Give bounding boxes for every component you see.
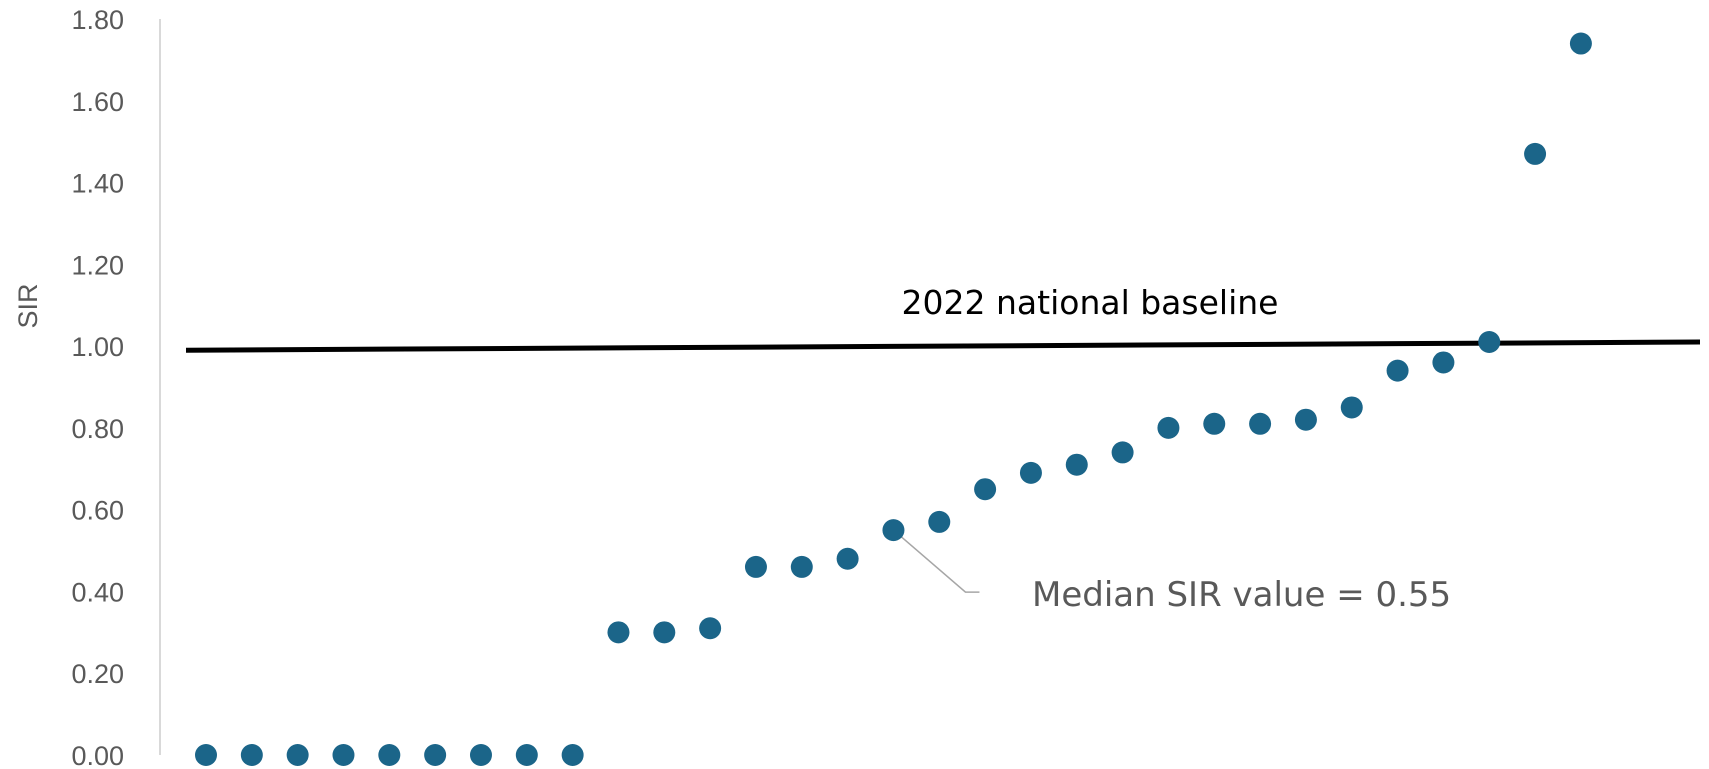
data-point bbox=[1569, 32, 1592, 55]
data-point bbox=[1478, 331, 1501, 354]
data-points bbox=[195, 32, 1592, 766]
data-point bbox=[561, 744, 584, 766]
data-point bbox=[378, 744, 401, 766]
data-point bbox=[1065, 453, 1088, 476]
data-point bbox=[240, 744, 263, 766]
data-point bbox=[882, 519, 905, 542]
data-point bbox=[424, 744, 447, 766]
data-point bbox=[1157, 416, 1180, 439]
data-point bbox=[744, 555, 767, 578]
y-tick-label: 0.00 bbox=[71, 741, 124, 769]
y-tick-label: 0.40 bbox=[71, 577, 124, 607]
data-point bbox=[699, 617, 722, 640]
data-point bbox=[515, 744, 538, 766]
y-tick-label: 1.00 bbox=[71, 332, 124, 362]
data-point bbox=[974, 478, 997, 501]
y-tick-label: 1.60 bbox=[71, 87, 124, 117]
data-point bbox=[1249, 412, 1272, 435]
data-point bbox=[607, 621, 630, 644]
data-point bbox=[1294, 408, 1317, 431]
y-axis-label: SIR bbox=[13, 283, 43, 328]
y-tick-label: 1.80 bbox=[71, 5, 124, 35]
data-point bbox=[1386, 359, 1409, 382]
data-point bbox=[1111, 441, 1134, 464]
data-point bbox=[195, 744, 217, 766]
data-point bbox=[836, 547, 859, 570]
y-tick-label: 1.40 bbox=[71, 169, 124, 199]
y-axis-tick-labels: 0.00 0.20 0.40 0.60 0.80 1.00 1.20 1.40 1.60 1.80 bbox=[71, 5, 124, 769]
national-baseline-line bbox=[185, 339, 1701, 353]
data-point bbox=[469, 744, 492, 766]
data-point bbox=[286, 744, 309, 766]
y-tick-label: 0.80 bbox=[71, 414, 124, 444]
median-annotation-label: Median SIR value = 0.55 bbox=[1032, 575, 1451, 615]
median-annotation-leader-line bbox=[892, 529, 980, 593]
data-point bbox=[790, 555, 813, 578]
data-point bbox=[1203, 412, 1226, 435]
y-tick-label: 0.60 bbox=[71, 496, 124, 526]
national-baseline-label: 2022 national baseline bbox=[902, 283, 1279, 322]
y-tick-label: 0.20 bbox=[71, 659, 124, 689]
data-point bbox=[653, 621, 676, 644]
data-point bbox=[928, 510, 951, 533]
data-point bbox=[1524, 142, 1547, 165]
data-point bbox=[1340, 396, 1363, 419]
data-point bbox=[1019, 461, 1042, 484]
data-point bbox=[332, 744, 355, 766]
y-tick-label: 1.20 bbox=[71, 250, 124, 280]
data-point bbox=[1432, 351, 1455, 374]
